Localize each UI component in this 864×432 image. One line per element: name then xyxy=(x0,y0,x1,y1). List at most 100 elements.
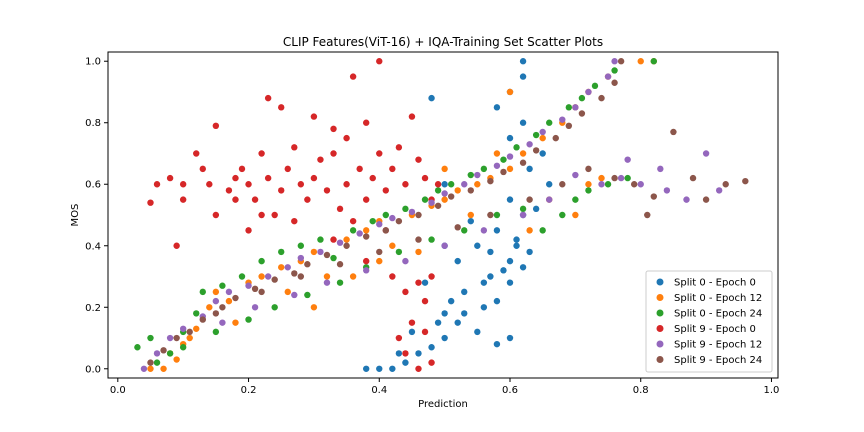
data-point xyxy=(500,267,507,274)
data-point xyxy=(179,196,187,203)
data-point xyxy=(343,242,350,249)
data-point xyxy=(278,187,285,194)
data-point xyxy=(258,211,265,219)
data-point xyxy=(467,187,474,194)
data-point xyxy=(212,328,220,336)
data-point xyxy=(630,181,638,188)
data-point xyxy=(519,119,527,126)
data-point xyxy=(467,171,474,179)
data-point xyxy=(454,187,461,194)
data-point xyxy=(408,113,416,120)
data-point xyxy=(493,211,501,219)
data-point xyxy=(546,196,553,203)
data-point xyxy=(317,236,324,243)
data-point xyxy=(480,279,488,286)
y-tick-label: 0.2 xyxy=(85,303,101,314)
data-point xyxy=(461,227,468,234)
data-point xyxy=(362,267,370,274)
data-point xyxy=(258,150,265,157)
data-point xyxy=(402,359,409,366)
data-point xyxy=(493,340,501,348)
data-point xyxy=(637,58,644,65)
data-point xyxy=(474,181,481,188)
data-point xyxy=(500,168,507,176)
data-point xyxy=(598,181,605,188)
data-point xyxy=(742,177,749,185)
chart-title: CLIP Features(ViT-16) + IQA-Training Set… xyxy=(283,35,603,49)
data-point xyxy=(702,150,710,157)
data-point xyxy=(179,344,187,351)
series-3 xyxy=(147,58,442,372)
data-point xyxy=(415,279,422,286)
data-point xyxy=(199,288,206,296)
data-point xyxy=(506,88,514,96)
data-point xyxy=(565,104,573,111)
data-point xyxy=(408,328,416,336)
data-point xyxy=(559,181,566,188)
data-point xyxy=(271,276,278,283)
data-point xyxy=(147,365,154,372)
data-point xyxy=(349,227,357,234)
data-point xyxy=(232,294,239,302)
data-point xyxy=(722,181,729,188)
data-point xyxy=(245,181,252,188)
data-point xyxy=(402,205,409,213)
data-point xyxy=(519,150,527,157)
data-point xyxy=(526,248,533,256)
data-point xyxy=(369,174,376,182)
data-point xyxy=(519,73,527,80)
data-point xyxy=(362,257,370,265)
y-axis-ticks: 0.0 0.2 0.4 0.6 0.8 1.0 xyxy=(85,57,108,375)
data-point xyxy=(369,217,376,225)
data-point xyxy=(264,273,272,280)
data-point xyxy=(356,165,363,173)
data-point xyxy=(447,181,455,188)
data-point xyxy=(297,242,305,249)
data-point xyxy=(173,334,180,342)
data-point xyxy=(219,282,226,289)
data-point xyxy=(519,205,527,213)
data-point xyxy=(356,230,363,237)
data-point xyxy=(454,319,461,326)
data-point xyxy=(683,196,690,203)
data-point xyxy=(591,82,599,90)
data-point xyxy=(179,181,187,188)
data-point xyxy=(245,282,252,289)
data-point xyxy=(428,273,435,280)
data-point xyxy=(447,297,455,305)
data-point xyxy=(284,165,291,173)
y-tick-label: 0.4 xyxy=(85,241,101,252)
x-axis-label: Prediction xyxy=(418,399,468,410)
data-point xyxy=(199,316,206,323)
data-point xyxy=(519,264,527,271)
data-point xyxy=(546,119,553,126)
legend-marker xyxy=(656,278,664,286)
data-point xyxy=(434,202,442,209)
data-point xyxy=(539,227,546,234)
data-point xyxy=(650,193,658,200)
data-point xyxy=(715,187,723,194)
data-point xyxy=(415,350,422,357)
data-point xyxy=(140,365,148,372)
data-point xyxy=(238,165,246,173)
data-point xyxy=(461,288,468,296)
data-point xyxy=(617,58,625,65)
data-point xyxy=(421,174,429,182)
data-point xyxy=(506,165,514,173)
data-point xyxy=(467,217,474,225)
data-point xyxy=(173,242,180,249)
data-point xyxy=(147,199,154,206)
data-point xyxy=(317,248,324,256)
data-point xyxy=(441,196,448,203)
data-point xyxy=(284,264,291,271)
data-point xyxy=(389,365,396,372)
y-axis-label: MOS xyxy=(70,204,81,227)
data-point xyxy=(395,334,403,342)
data-point xyxy=(376,257,383,265)
legend-entry: Split 9 - Epoch 24 xyxy=(674,355,762,366)
data-point xyxy=(441,310,448,317)
data-point xyxy=(493,227,501,234)
data-point xyxy=(349,273,357,280)
data-point xyxy=(532,147,540,154)
